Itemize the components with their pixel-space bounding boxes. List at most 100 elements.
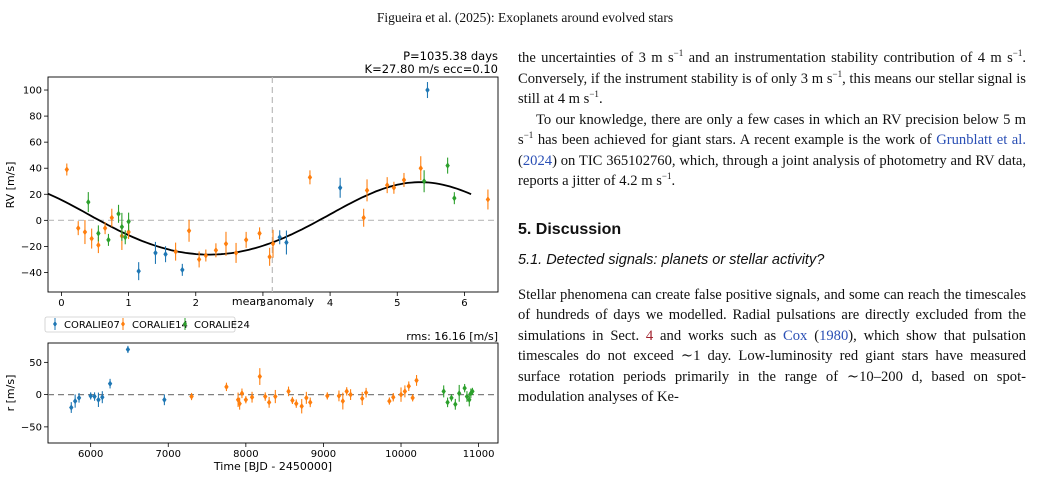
data-point bbox=[249, 393, 255, 401]
rms-label: rms: 16.16 [m/s] bbox=[406, 330, 498, 343]
data-point bbox=[485, 196, 491, 203]
top-y-axis-label: RV [m/s] bbox=[4, 162, 17, 209]
top-y-tick-label: 0 bbox=[36, 216, 42, 227]
data-point bbox=[243, 396, 249, 403]
data-point bbox=[470, 388, 475, 395]
data-point bbox=[233, 249, 239, 257]
legend-label: CORALIE24 bbox=[194, 320, 250, 331]
top-panel-frame bbox=[47, 76, 499, 293]
data-point bbox=[308, 399, 313, 406]
data-point bbox=[69, 404, 74, 411]
top-y-tick-label: 20 bbox=[29, 190, 42, 201]
data-point bbox=[76, 224, 81, 232]
top-x-tick-label: 6 bbox=[461, 298, 467, 309]
data-point bbox=[406, 383, 411, 390]
data-point bbox=[163, 251, 168, 258]
section-reference[interactable]: 4 bbox=[645, 327, 654, 344]
data-point bbox=[387, 397, 392, 405]
data-point bbox=[402, 388, 408, 395]
rv-figure-svg: P=1035.38 days K=27.80 m/s ecc=0.10 1008… bbox=[4, 49, 499, 473]
data-point bbox=[106, 236, 111, 244]
data-point bbox=[72, 397, 78, 405]
body-text-column: the uncertainties of 3 m s−1 and an inst… bbox=[518, 48, 1026, 408]
data-point bbox=[96, 396, 101, 403]
bottom-x-tick-label: 10000 bbox=[385, 449, 417, 460]
paragraph-2: To our knowledge, there are only a few c… bbox=[518, 111, 1026, 190]
legend-marker bbox=[183, 321, 187, 327]
data-point bbox=[441, 388, 446, 395]
data-point bbox=[100, 393, 105, 401]
data-point bbox=[425, 86, 430, 94]
data-point bbox=[270, 240, 276, 247]
data-point bbox=[76, 394, 82, 402]
bottom-y-tick-label: 50 bbox=[29, 358, 42, 369]
paragraph-1: the uncertainties of 3 m s−1 and an inst… bbox=[518, 48, 1026, 107]
top-x-tick-label: 3 bbox=[260, 298, 266, 309]
data-point bbox=[391, 184, 397, 191]
data-point bbox=[257, 230, 262, 237]
legend-marker bbox=[121, 321, 125, 327]
data-point bbox=[414, 377, 419, 384]
data-point bbox=[266, 399, 272, 406]
data-point bbox=[299, 403, 304, 410]
data-point bbox=[363, 389, 369, 396]
data-point bbox=[162, 396, 167, 403]
legend-label: CORALIE14 bbox=[132, 320, 188, 331]
top-y-tick-label: 40 bbox=[29, 164, 42, 175]
top-x-tick-label: 2 bbox=[193, 298, 199, 309]
top-x-tick-label: 5 bbox=[394, 298, 400, 309]
data-point bbox=[401, 176, 407, 184]
top-y-tick-label: 80 bbox=[29, 112, 42, 123]
rv-figure: P=1035.38 days K=27.80 m/s ecc=0.10 100 8… bbox=[0, 40, 510, 490]
legend-marker bbox=[53, 321, 57, 327]
data-point bbox=[284, 239, 289, 246]
data-point bbox=[337, 184, 343, 191]
legend: CORALIE07 CORALIE14 CORALIE24 bbox=[44, 316, 250, 333]
data-point bbox=[290, 397, 295, 404]
data-point bbox=[88, 392, 93, 400]
data-point bbox=[125, 346, 131, 353]
data-point bbox=[286, 388, 291, 395]
data-point bbox=[418, 165, 423, 172]
section-heading: 5. Discussion bbox=[518, 220, 622, 238]
data-point bbox=[464, 393, 470, 400]
data-point bbox=[391, 393, 396, 401]
data-point bbox=[224, 383, 229, 391]
data-point bbox=[186, 227, 192, 234]
data-point bbox=[102, 224, 108, 232]
bottom-x-tick-label: 7000 bbox=[156, 449, 181, 460]
data-point bbox=[243, 236, 249, 244]
data-point bbox=[384, 181, 390, 189]
data-point bbox=[82, 228, 88, 236]
data-point bbox=[119, 223, 125, 231]
data-point bbox=[237, 400, 242, 407]
bottom-y-axis-label: r [m/s] bbox=[4, 375, 17, 412]
data-point bbox=[96, 230, 101, 237]
k-ecc-annotation: K=27.80 m/s ecc=0.10 bbox=[365, 62, 498, 76]
data-point bbox=[196, 256, 202, 263]
data-point bbox=[223, 240, 229, 247]
data-point bbox=[360, 395, 365, 402]
data-point bbox=[452, 194, 457, 202]
data-point bbox=[277, 234, 282, 241]
data-point bbox=[294, 400, 299, 407]
bottom-x-tick-label: 9000 bbox=[311, 449, 336, 460]
bottom-x-tick-label: 8000 bbox=[233, 449, 258, 460]
data-point bbox=[340, 397, 346, 405]
bottom-data-points bbox=[69, 345, 475, 414]
citation-grunblatt[interactable]: Grunblatt et al. bbox=[936, 132, 1026, 148]
top-y-tick-label: −20 bbox=[21, 242, 42, 253]
bottom-y-tick-label: 0 bbox=[36, 390, 42, 401]
top-y-tick-label: 60 bbox=[29, 138, 42, 149]
legend-label: CORALIE07 bbox=[64, 320, 120, 331]
data-point bbox=[457, 390, 462, 397]
data-point bbox=[361, 214, 366, 221]
top-data-points bbox=[64, 82, 491, 281]
data-point bbox=[116, 210, 121, 218]
citation-cox[interactable]: Cox bbox=[783, 327, 808, 344]
data-point bbox=[462, 384, 467, 392]
data-point bbox=[123, 234, 128, 241]
top-x-tick-label: 4 bbox=[327, 298, 333, 309]
data-point bbox=[109, 214, 115, 221]
keplerian-model-curve bbox=[47, 181, 472, 256]
